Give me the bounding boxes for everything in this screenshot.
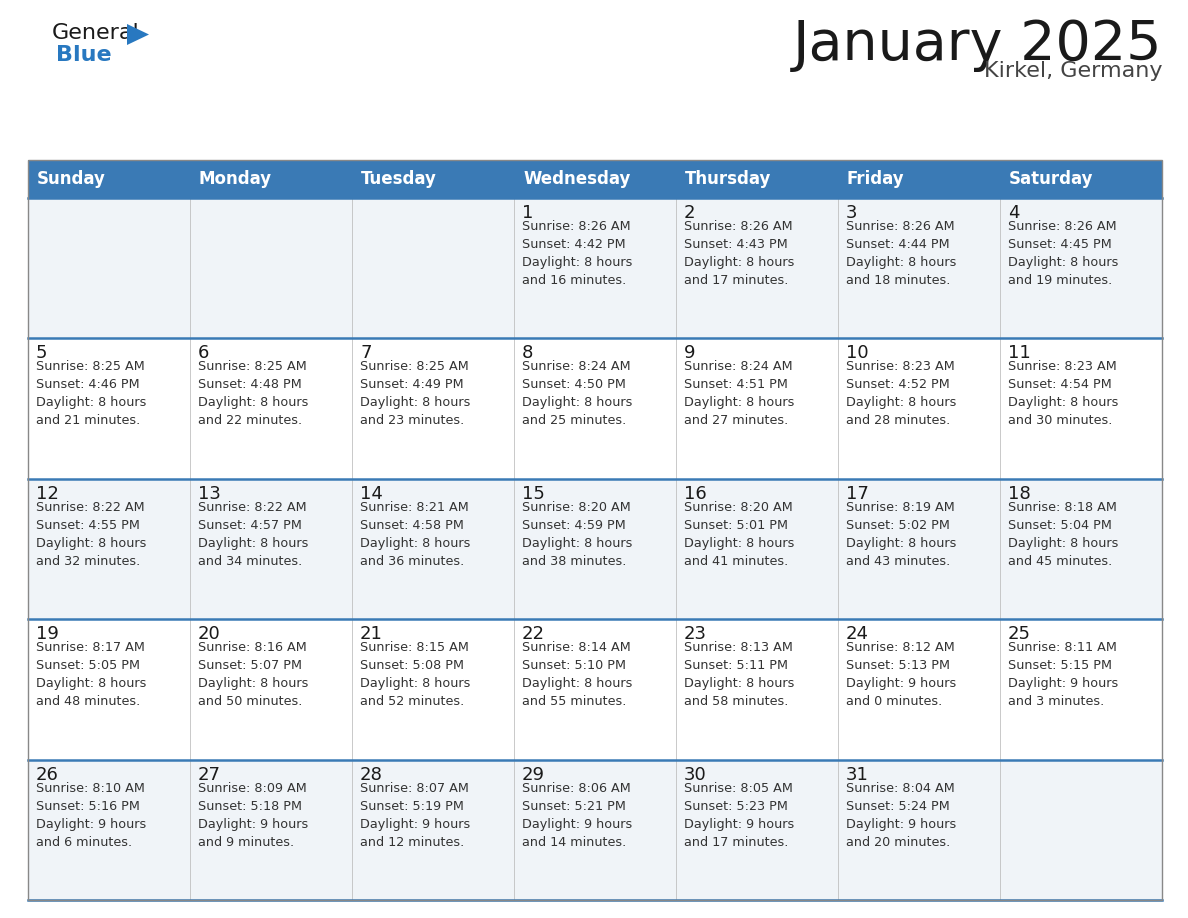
Text: Sunrise: 8:12 AM
Sunset: 5:13 PM
Daylight: 9 hours
and 0 minutes.: Sunrise: 8:12 AM Sunset: 5:13 PM Dayligh… (846, 641, 956, 708)
Text: 21: 21 (360, 625, 383, 644)
Text: Monday: Monday (200, 170, 272, 188)
Text: 23: 23 (684, 625, 707, 644)
Text: Sunrise: 8:26 AM
Sunset: 4:43 PM
Daylight: 8 hours
and 17 minutes.: Sunrise: 8:26 AM Sunset: 4:43 PM Dayligh… (684, 220, 795, 287)
Text: Sunrise: 8:25 AM
Sunset: 4:49 PM
Daylight: 8 hours
and 23 minutes.: Sunrise: 8:25 AM Sunset: 4:49 PM Dayligh… (360, 361, 470, 428)
Text: 20: 20 (198, 625, 221, 644)
Text: 24: 24 (846, 625, 868, 644)
Text: 4: 4 (1007, 204, 1019, 222)
Text: Sunrise: 8:16 AM
Sunset: 5:07 PM
Daylight: 8 hours
and 50 minutes.: Sunrise: 8:16 AM Sunset: 5:07 PM Dayligh… (198, 641, 309, 708)
Text: Kirkel, Germany: Kirkel, Germany (984, 61, 1162, 81)
Text: Sunrise: 8:25 AM
Sunset: 4:46 PM
Daylight: 8 hours
and 21 minutes.: Sunrise: 8:25 AM Sunset: 4:46 PM Dayligh… (36, 361, 146, 428)
Text: 13: 13 (198, 485, 221, 503)
Text: Sunrise: 8:22 AM
Sunset: 4:55 PM
Daylight: 8 hours
and 32 minutes.: Sunrise: 8:22 AM Sunset: 4:55 PM Dayligh… (36, 501, 146, 568)
Text: 19: 19 (36, 625, 59, 644)
Text: Sunrise: 8:07 AM
Sunset: 5:19 PM
Daylight: 9 hours
and 12 minutes.: Sunrise: 8:07 AM Sunset: 5:19 PM Dayligh… (360, 781, 470, 848)
Text: 8: 8 (522, 344, 533, 363)
Text: Sunrise: 8:26 AM
Sunset: 4:42 PM
Daylight: 8 hours
and 16 minutes.: Sunrise: 8:26 AM Sunset: 4:42 PM Dayligh… (522, 220, 632, 287)
Text: 11: 11 (1007, 344, 1031, 363)
Bar (29, 160, 1162, 900)
Text: 29: 29 (522, 766, 545, 784)
Text: January 2025: January 2025 (792, 18, 1162, 72)
Text: Sunrise: 8:04 AM
Sunset: 5:24 PM
Daylight: 9 hours
and 20 minutes.: Sunrise: 8:04 AM Sunset: 5:24 PM Dayligh… (846, 781, 956, 848)
Text: Sunrise: 8:20 AM
Sunset: 5:01 PM
Daylight: 8 hours
and 41 minutes.: Sunrise: 8:20 AM Sunset: 5:01 PM Dayligh… (684, 501, 795, 568)
Text: 3: 3 (846, 204, 858, 222)
Text: Sunrise: 8:11 AM
Sunset: 5:15 PM
Daylight: 9 hours
and 3 minutes.: Sunrise: 8:11 AM Sunset: 5:15 PM Dayligh… (1007, 641, 1118, 708)
Text: 26: 26 (36, 766, 59, 784)
Text: 25: 25 (1007, 625, 1031, 644)
Text: Sunrise: 8:22 AM
Sunset: 4:57 PM
Daylight: 8 hours
and 34 minutes.: Sunrise: 8:22 AM Sunset: 4:57 PM Dayligh… (198, 501, 309, 568)
Text: Sunrise: 8:18 AM
Sunset: 5:04 PM
Daylight: 8 hours
and 45 minutes.: Sunrise: 8:18 AM Sunset: 5:04 PM Dayligh… (1007, 501, 1118, 568)
Bar (29, 339, 1162, 479)
Text: Sunrise: 8:15 AM
Sunset: 5:08 PM
Daylight: 8 hours
and 52 minutes.: Sunrise: 8:15 AM Sunset: 5:08 PM Dayligh… (360, 641, 470, 708)
Text: Thursday: Thursday (685, 170, 771, 188)
Text: Sunrise: 8:09 AM
Sunset: 5:18 PM
Daylight: 9 hours
and 9 minutes.: Sunrise: 8:09 AM Sunset: 5:18 PM Dayligh… (198, 781, 308, 848)
Text: Blue: Blue (56, 45, 112, 65)
Text: Sunrise: 8:23 AM
Sunset: 4:54 PM
Daylight: 8 hours
and 30 minutes.: Sunrise: 8:23 AM Sunset: 4:54 PM Dayligh… (1007, 361, 1118, 428)
Text: Sunday: Sunday (37, 170, 106, 188)
Bar (29, 759, 1162, 900)
Text: Sunrise: 8:25 AM
Sunset: 4:48 PM
Daylight: 8 hours
and 22 minutes.: Sunrise: 8:25 AM Sunset: 4:48 PM Dayligh… (198, 361, 309, 428)
Text: 31: 31 (846, 766, 868, 784)
Text: General: General (52, 23, 140, 43)
Text: Sunrise: 8:17 AM
Sunset: 5:05 PM
Daylight: 8 hours
and 48 minutes.: Sunrise: 8:17 AM Sunset: 5:05 PM Dayligh… (36, 641, 146, 708)
Bar (29, 160, 1162, 198)
Text: Sunrise: 8:10 AM
Sunset: 5:16 PM
Daylight: 9 hours
and 6 minutes.: Sunrise: 8:10 AM Sunset: 5:16 PM Dayligh… (36, 781, 146, 848)
Text: 22: 22 (522, 625, 545, 644)
Text: Sunrise: 8:26 AM
Sunset: 4:45 PM
Daylight: 8 hours
and 19 minutes.: Sunrise: 8:26 AM Sunset: 4:45 PM Dayligh… (1007, 220, 1118, 287)
Text: 28: 28 (360, 766, 383, 784)
Text: 1: 1 (522, 204, 533, 222)
Text: Sunrise: 8:14 AM
Sunset: 5:10 PM
Daylight: 8 hours
and 55 minutes.: Sunrise: 8:14 AM Sunset: 5:10 PM Dayligh… (522, 641, 632, 708)
Text: Tuesday: Tuesday (361, 170, 437, 188)
Text: 10: 10 (846, 344, 868, 363)
Text: 2: 2 (684, 204, 695, 222)
Text: 9: 9 (684, 344, 695, 363)
Text: 30: 30 (684, 766, 707, 784)
Text: Sunrise: 8:05 AM
Sunset: 5:23 PM
Daylight: 9 hours
and 17 minutes.: Sunrise: 8:05 AM Sunset: 5:23 PM Dayligh… (684, 781, 795, 848)
Text: Sunrise: 8:24 AM
Sunset: 4:50 PM
Daylight: 8 hours
and 25 minutes.: Sunrise: 8:24 AM Sunset: 4:50 PM Dayligh… (522, 361, 632, 428)
Bar (29, 479, 1162, 620)
Text: Sunrise: 8:24 AM
Sunset: 4:51 PM
Daylight: 8 hours
and 27 minutes.: Sunrise: 8:24 AM Sunset: 4:51 PM Dayligh… (684, 361, 795, 428)
Text: 5: 5 (36, 344, 48, 363)
Text: 14: 14 (360, 485, 383, 503)
Text: 18: 18 (1007, 485, 1031, 503)
Bar (29, 620, 1162, 759)
Text: Sunrise: 8:26 AM
Sunset: 4:44 PM
Daylight: 8 hours
and 18 minutes.: Sunrise: 8:26 AM Sunset: 4:44 PM Dayligh… (846, 220, 956, 287)
Text: 15: 15 (522, 485, 545, 503)
Text: Sunrise: 8:21 AM
Sunset: 4:58 PM
Daylight: 8 hours
and 36 minutes.: Sunrise: 8:21 AM Sunset: 4:58 PM Dayligh… (360, 501, 470, 568)
Text: Sunrise: 8:19 AM
Sunset: 5:02 PM
Daylight: 8 hours
and 43 minutes.: Sunrise: 8:19 AM Sunset: 5:02 PM Dayligh… (846, 501, 956, 568)
Text: 16: 16 (684, 485, 707, 503)
Polygon shape (127, 24, 148, 45)
Text: Sunrise: 8:13 AM
Sunset: 5:11 PM
Daylight: 8 hours
and 58 minutes.: Sunrise: 8:13 AM Sunset: 5:11 PM Dayligh… (684, 641, 795, 708)
Text: 17: 17 (846, 485, 868, 503)
Text: Wednesday: Wednesday (523, 170, 631, 188)
Text: 27: 27 (198, 766, 221, 784)
Text: 6: 6 (198, 344, 209, 363)
Text: Sunrise: 8:23 AM
Sunset: 4:52 PM
Daylight: 8 hours
and 28 minutes.: Sunrise: 8:23 AM Sunset: 4:52 PM Dayligh… (846, 361, 956, 428)
Text: Saturday: Saturday (1009, 170, 1093, 188)
Text: Sunrise: 8:06 AM
Sunset: 5:21 PM
Daylight: 9 hours
and 14 minutes.: Sunrise: 8:06 AM Sunset: 5:21 PM Dayligh… (522, 781, 632, 848)
Text: Sunrise: 8:20 AM
Sunset: 4:59 PM
Daylight: 8 hours
and 38 minutes.: Sunrise: 8:20 AM Sunset: 4:59 PM Dayligh… (522, 501, 632, 568)
Text: 12: 12 (36, 485, 59, 503)
Text: Friday: Friday (847, 170, 904, 188)
Text: 7: 7 (360, 344, 372, 363)
Bar (29, 198, 1162, 339)
